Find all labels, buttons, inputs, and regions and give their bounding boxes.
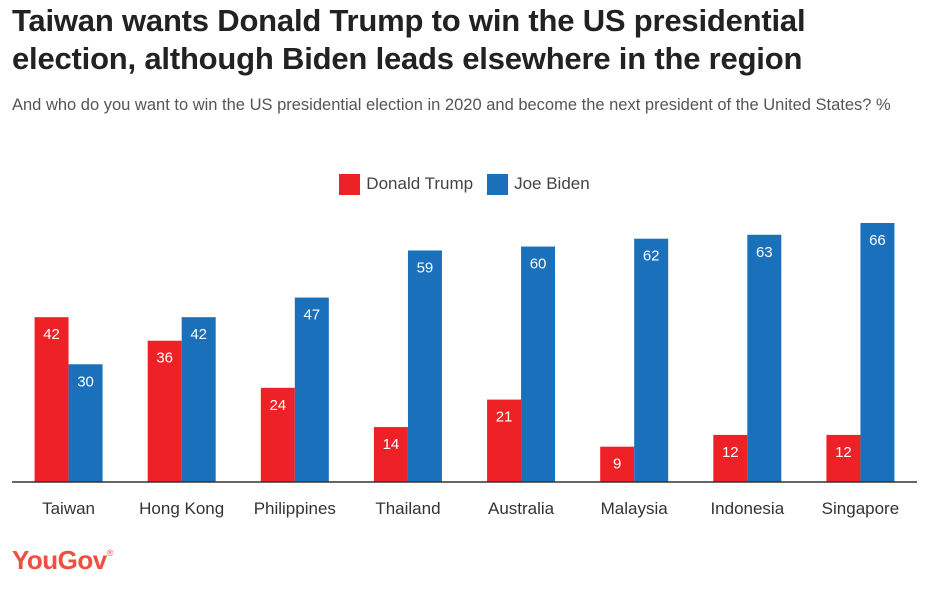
bar-biden-hong-kong — [181, 317, 216, 482]
data-label-biden-malaysia: 62 — [643, 248, 660, 265]
data-label-biden-hong-kong: 42 — [190, 326, 207, 343]
data-label-trump-hong-kong: 36 — [156, 350, 173, 367]
data-label-biden-australia: 60 — [530, 256, 547, 273]
legend-item-biden: Joe Biden — [487, 173, 590, 195]
bar-biden-philippines — [294, 297, 329, 482]
x-tick-label: Australia — [488, 499, 555, 518]
bar-trump-thailand — [373, 427, 408, 482]
data-label-trump-thailand: 14 — [383, 436, 400, 453]
data-label-trump-malaysia: 9 — [613, 456, 621, 473]
x-tick-label: Thailand — [375, 499, 440, 518]
x-tick-label: Singapore — [822, 499, 900, 518]
data-label-trump-singapore: 12 — [835, 444, 852, 461]
bar-biden-australia — [521, 246, 556, 482]
data-label-biden-taiwan: 30 — [77, 373, 94, 390]
bar-trump-taiwan — [34, 317, 69, 482]
legend-swatch-biden — [487, 173, 509, 195]
data-label-biden-indonesia: 63 — [756, 244, 773, 261]
x-tick-label: Philippines — [254, 499, 336, 518]
bar-trump-indonesia — [713, 434, 748, 482]
bar-trump-australia — [487, 399, 522, 482]
chart-title: Taiwan wants Donald Trump to win the US … — [12, 3, 806, 76]
legend-item-trump: Donald Trump — [339, 173, 474, 195]
bar-trump-malaysia — [600, 446, 635, 482]
legend-label-biden: Joe Biden — [514, 174, 590, 193]
data-label-trump-indonesia: 12 — [722, 444, 739, 461]
data-label-biden-singapore: 66 — [869, 232, 886, 249]
legend-swatch-trump — [339, 173, 361, 195]
bar-biden-malaysia — [634, 238, 669, 482]
data-label-biden-philippines: 47 — [303, 307, 320, 324]
legend: Donald Trump Joe Biden — [0, 172, 929, 196]
bar-biden-indonesia — [747, 234, 782, 482]
x-tick-label: Taiwan — [42, 499, 95, 518]
bar-biden-thailand — [407, 250, 442, 482]
data-label-biden-thailand: 59 — [417, 259, 434, 276]
data-label-trump-taiwan: 42 — [43, 326, 60, 343]
bar-biden-taiwan — [68, 364, 103, 482]
yougov-logo: YouGov® — [12, 545, 113, 575]
data-label-trump-australia: 21 — [496, 409, 513, 426]
data-label-trump-philippines: 24 — [269, 397, 286, 414]
bar-trump-philippines — [260, 387, 295, 482]
bar-biden-singapore — [860, 223, 895, 482]
x-tick-label: Hong Kong — [139, 499, 224, 518]
chart-subtitle: And who do you want to win the US presid… — [12, 96, 891, 114]
x-tick-label: Indonesia — [710, 499, 784, 518]
bar-trump-singapore — [826, 434, 861, 482]
x-tick-label: Malaysia — [601, 499, 669, 518]
bar-trump-hong-kong — [147, 340, 182, 482]
bar-chart: 42 30 Taiwan 36 42 Hong Kong 24 47 Philippines 14… — [12, 223, 917, 518]
legend-label-trump: Donald Trump — [366, 174, 474, 193]
